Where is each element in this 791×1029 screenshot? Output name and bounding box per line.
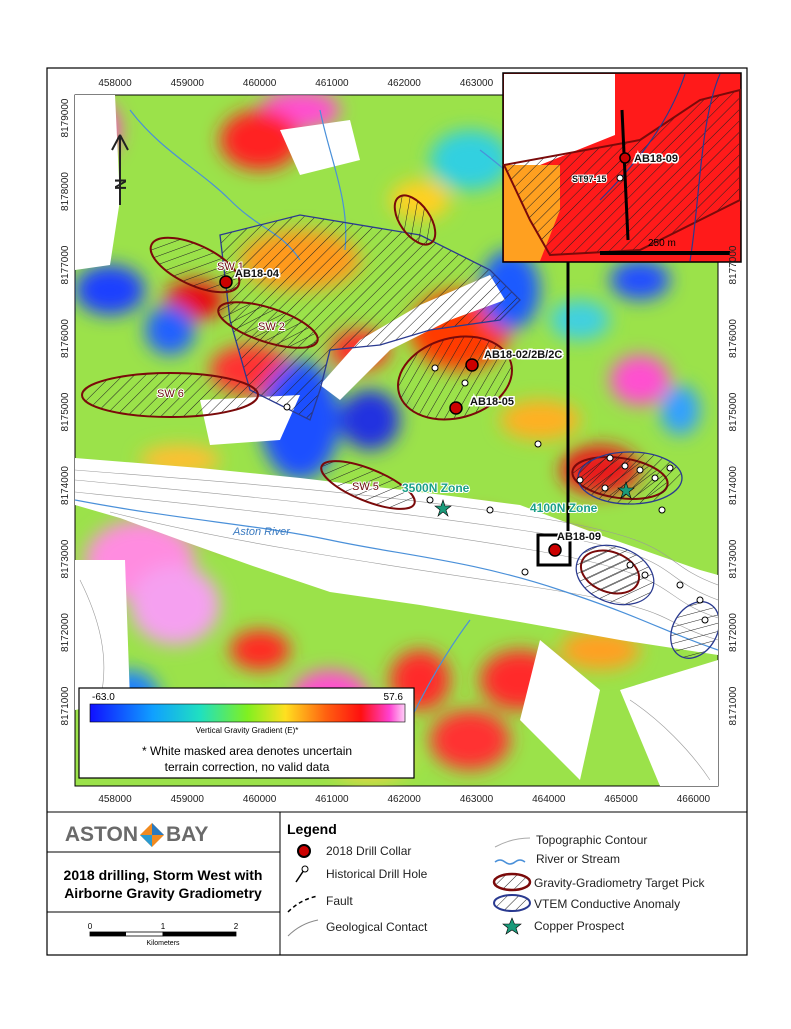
inset-map: AB18-09 ST97-15 250 m xyxy=(502,72,742,263)
colorbar-title: Vertical Gravity Gradient (E)* xyxy=(196,726,299,735)
y-coord-label: 8176000 xyxy=(60,319,71,358)
legend-item: 2018 Drill Collar xyxy=(326,844,411,858)
legend-item: Geological Contact xyxy=(326,920,428,934)
raster-blob xyxy=(610,355,670,405)
contours xyxy=(75,469,718,781)
legend-item: Historical Drill Hole xyxy=(326,867,428,881)
y-coord-label: 8177000 xyxy=(728,245,739,284)
scale-tick: 0 xyxy=(88,922,93,931)
legend-item: Topographic Contour xyxy=(536,833,647,847)
x-coord-label: 460000 xyxy=(243,78,277,89)
target-label: SW 1 xyxy=(217,261,244,273)
x-coord-label: 463000 xyxy=(460,78,494,89)
y-coord-label: 8172000 xyxy=(728,613,739,652)
raster-blob xyxy=(430,710,510,770)
x-coord-label: 458000 xyxy=(98,794,132,805)
y-coord-label: 8176000 xyxy=(728,319,739,358)
colorbar-note: * White masked area denotes uncertain xyxy=(142,744,352,758)
masked-area xyxy=(75,95,718,786)
x-coord-label: 462000 xyxy=(388,78,422,89)
historical-holes xyxy=(283,364,709,624)
legend-item: VTEM Conductive Anomaly xyxy=(534,897,680,911)
x-coord-label: 459000 xyxy=(171,78,205,89)
legend-item: Gravity-Gradiometry Target Pick xyxy=(534,876,705,890)
x-coord-label: 465000 xyxy=(604,794,638,805)
y-coord-label: 8175000 xyxy=(728,392,739,431)
logo-word: ASTON xyxy=(65,823,138,846)
collar-label: AB18-05 xyxy=(470,396,514,408)
raster-blob xyxy=(660,385,700,435)
inset-collar-label: AB18-09 xyxy=(634,153,678,165)
logo: ASTON BAY xyxy=(65,823,208,847)
y-coord-label: 8174000 xyxy=(60,466,71,505)
river-label: Aston River xyxy=(232,526,291,538)
y-coord-label: 8174000 xyxy=(728,466,739,505)
raster-blob xyxy=(430,130,510,190)
raster-blob xyxy=(145,305,195,355)
legend-item: Copper Prospect xyxy=(534,919,625,933)
y-coord-label: 8175000 xyxy=(60,392,71,431)
legend-item: Fault xyxy=(326,894,353,908)
colorbar-note: terrain correction, no valid data xyxy=(165,760,330,774)
colorbar-min: -63.0 xyxy=(92,692,115,703)
raster-blob xyxy=(340,390,400,450)
legend-title: Legend xyxy=(287,821,337,837)
collar-label: AB18-02/2B/2C xyxy=(484,349,562,361)
raster-blob xyxy=(610,260,670,300)
collar-label: AB18-09 xyxy=(557,531,601,543)
scale-tick: 1 xyxy=(161,922,166,931)
collar-label: AB18-04 xyxy=(235,268,280,280)
y-coord-label: 8173000 xyxy=(728,539,739,578)
target-label: SW 5 xyxy=(352,481,379,493)
x-coord-label: 462000 xyxy=(388,794,422,805)
north-label: N xyxy=(113,178,130,190)
raster-blob xyxy=(75,265,145,315)
scale-bar: 0 1 2 Kilometers xyxy=(88,922,239,947)
y-coord-label: 8178000 xyxy=(60,172,71,211)
drill-collars xyxy=(219,275,562,557)
raster-blob xyxy=(130,565,220,645)
logo-word: BAY xyxy=(166,823,208,846)
x-coord-label: 461000 xyxy=(315,794,349,805)
zone-label: 4100N Zone xyxy=(530,501,598,515)
target-label: SW 2 xyxy=(258,321,285,333)
copper-prospects xyxy=(434,481,635,517)
x-coord-label: 459000 xyxy=(171,794,205,805)
raster-blob xyxy=(550,300,610,340)
scale-unit: Kilometers xyxy=(146,940,180,947)
x-coord-label: 458000 xyxy=(98,78,132,89)
raster-blob xyxy=(230,630,290,670)
title: 2018 drilling, Storm West with xyxy=(64,867,263,883)
y-coord-label: 8177000 xyxy=(60,245,71,284)
colorbar: -63.0 57.6 Vertical Gravity Gradient (E)… xyxy=(78,687,415,779)
x-coord-label: 466000 xyxy=(677,794,711,805)
title: Airborne Gravity Gradiometry xyxy=(64,885,262,901)
x-coord-label: 461000 xyxy=(315,78,349,89)
y-coord-label: 8172000 xyxy=(60,613,71,652)
scale-tick: 2 xyxy=(234,922,239,931)
zone-label: 3500N Zone xyxy=(402,481,470,495)
x-coord-label: 463000 xyxy=(460,794,494,805)
inset-hole-label: ST97-15 xyxy=(572,174,607,184)
raster-blob xyxy=(220,110,300,170)
x-coord-label: 464000 xyxy=(532,794,566,805)
y-coord-label: 8171000 xyxy=(728,686,739,725)
y-coord-label: 8179000 xyxy=(60,98,71,137)
raster-blob xyxy=(500,400,580,440)
colorbar-max: 57.6 xyxy=(384,692,404,703)
y-coord-label: 8171000 xyxy=(60,686,71,725)
inset-scale: 250 m xyxy=(648,238,676,249)
north-arrow: N xyxy=(111,134,130,205)
target-label: SW 6 xyxy=(157,388,184,400)
legend: Legend 2018 Drill Collar Historical Dril… xyxy=(287,821,705,937)
x-coord-label: 460000 xyxy=(243,794,277,805)
y-coord-label: 8173000 xyxy=(60,539,71,578)
inset-locator xyxy=(536,533,572,567)
frame xyxy=(46,67,748,956)
legend-item: River or Stream xyxy=(536,852,620,866)
